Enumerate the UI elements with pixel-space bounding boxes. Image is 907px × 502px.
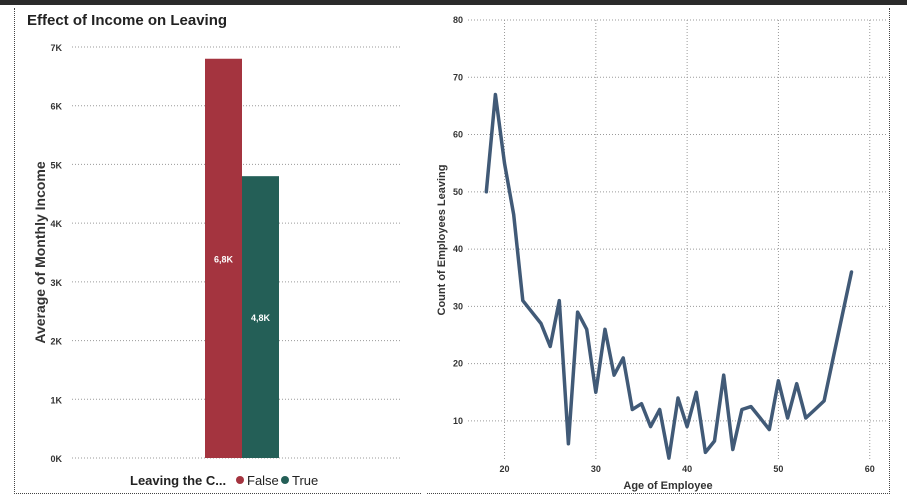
y-tick-label: 50 — [453, 187, 463, 197]
legend-marker-false — [236, 476, 244, 484]
y-tick-label: 30 — [453, 301, 463, 311]
line-chart-panel[interactable] — [427, 8, 890, 494]
y-tick-label: 2K — [50, 337, 62, 347]
x-tick-label: 20 — [500, 464, 510, 474]
legend-marker-true — [281, 476, 289, 484]
y-tick-label: 4K — [50, 219, 62, 229]
bar-data-label: 6,8K — [214, 254, 234, 264]
y-tick-label: 60 — [453, 130, 463, 140]
y-tick-label: 40 — [453, 244, 463, 254]
bar-data-label: 4,8K — [251, 313, 271, 323]
bar-chart-title: Effect of Income on Leaving — [27, 12, 228, 29]
x-axis-label: Age of Employee — [623, 480, 712, 492]
x-tick-label: 60 — [865, 464, 875, 474]
x-tick-label: 50 — [773, 464, 783, 474]
y-tick-label: 20 — [453, 359, 463, 369]
legend-item-true: True — [292, 473, 318, 488]
y-tick-label: 3K — [50, 278, 62, 288]
y-tick-label: 7K — [50, 43, 62, 53]
y-tick-label: 1K — [50, 395, 62, 405]
y-tick-label: 5K — [50, 160, 62, 170]
y-tick-label: 6K — [50, 102, 62, 112]
bar-true — [242, 176, 279, 458]
legend-item-false: False — [247, 473, 279, 488]
legend-title: Leaving the C... — [130, 473, 226, 488]
y-tick-label: 10 — [453, 416, 463, 426]
bar-chart[interactable]: 0K 1K 2K 3K 4K 5K 6K 7K Average of Monthly Incom… — [0, 0, 420, 502]
y-tick-label: 0K — [50, 454, 62, 464]
y-tick-label: 80 — [453, 15, 463, 25]
bar-false — [205, 58, 242, 458]
y-axis-label: Average of Monthly Income — [32, 161, 48, 344]
x-tick-label: 40 — [682, 464, 692, 474]
y-tick-label: 70 — [453, 72, 463, 82]
line-series-count-leaving — [484, 92, 854, 460]
window-top-bar — [0, 0, 907, 5]
y-axis-label: Count of Employees Leaving — [436, 165, 448, 316]
bar-chart-panel[interactable] — [14, 8, 421, 494]
x-tick-label: 30 — [591, 464, 601, 474]
